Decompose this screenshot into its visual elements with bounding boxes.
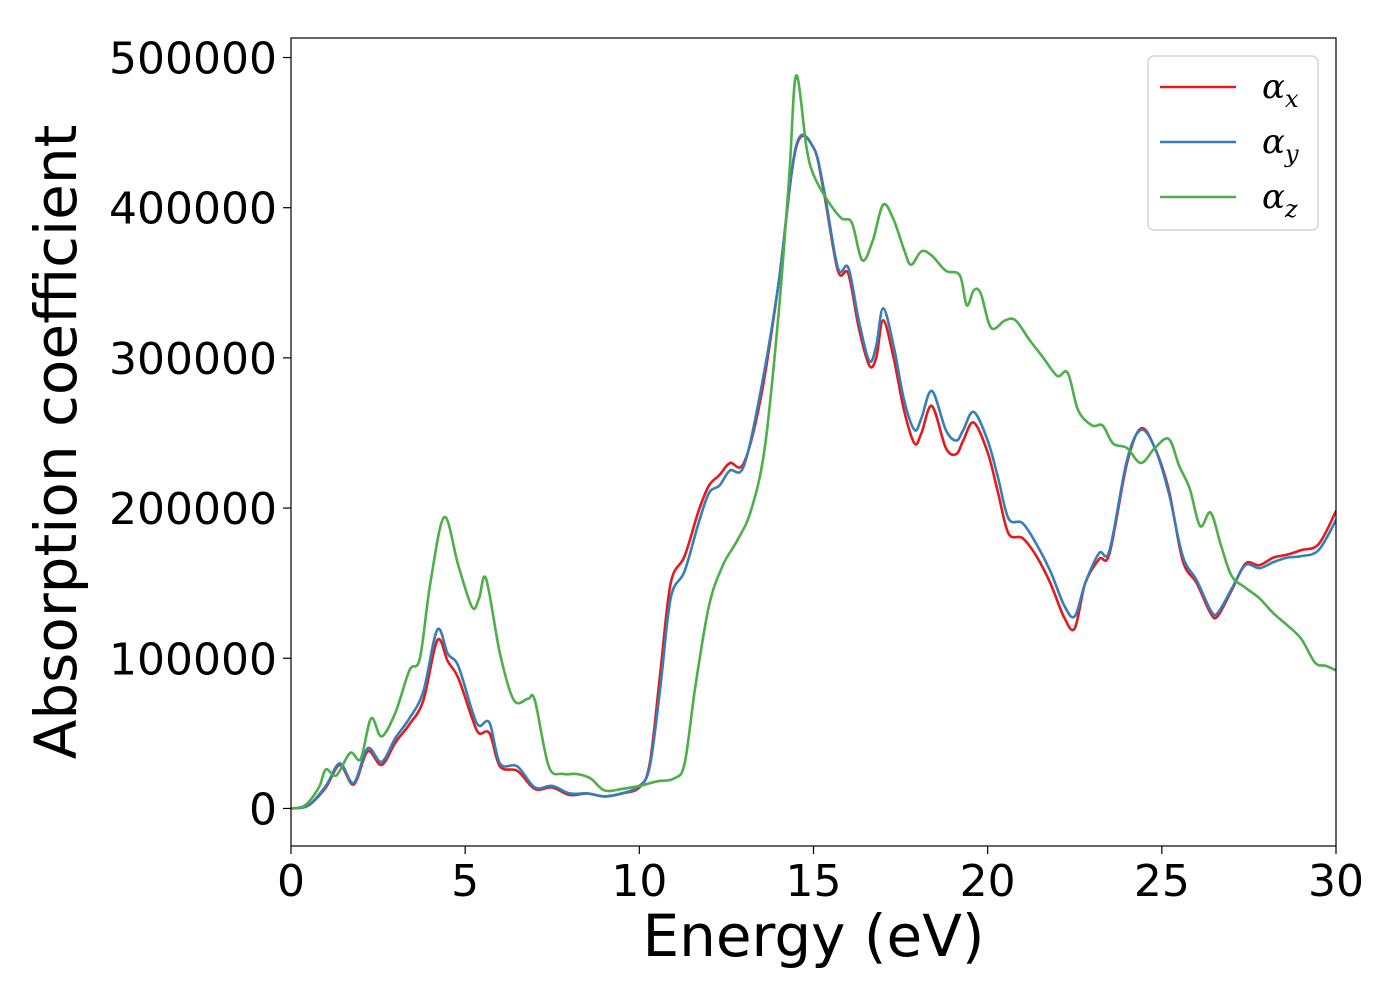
- y-tick-label: 400000: [109, 184, 277, 235]
- x-tick-label: 10: [611, 856, 667, 907]
- x-tick-label: 0: [277, 856, 305, 907]
- legend-label-y: αy: [1262, 122, 1299, 168]
- y-tick-label: 100000: [109, 634, 277, 685]
- x-axis-title: Energy (eV): [642, 902, 984, 970]
- x-tick-label: 5: [451, 856, 479, 907]
- series-layer: [291, 74, 1336, 810]
- series-line-z: [291, 74, 1336, 810]
- y-tick-label: 500000: [109, 34, 277, 85]
- y-tick-label: 0: [249, 784, 277, 835]
- legend-label-z: αz: [1262, 177, 1298, 223]
- x-tick-label: 15: [786, 856, 842, 907]
- tick-layer: 0 5 10 15 20 25 30 0 100000 200000 300000 400000 500…: [109, 34, 1364, 907]
- legend-label-x: αx: [1262, 67, 1299, 113]
- y-tick-label: 300000: [109, 334, 277, 385]
- series-line-y: [291, 133, 1336, 810]
- x-tick-label: 20: [960, 856, 1016, 907]
- x-tick-label: 25: [1134, 856, 1190, 907]
- y-axis-title: Absorption coefficient: [22, 125, 90, 760]
- x-tick-label: 30: [1308, 856, 1364, 907]
- y-tick-label: 200000: [109, 484, 277, 535]
- legend: αx αy αz: [1147, 55, 1319, 231]
